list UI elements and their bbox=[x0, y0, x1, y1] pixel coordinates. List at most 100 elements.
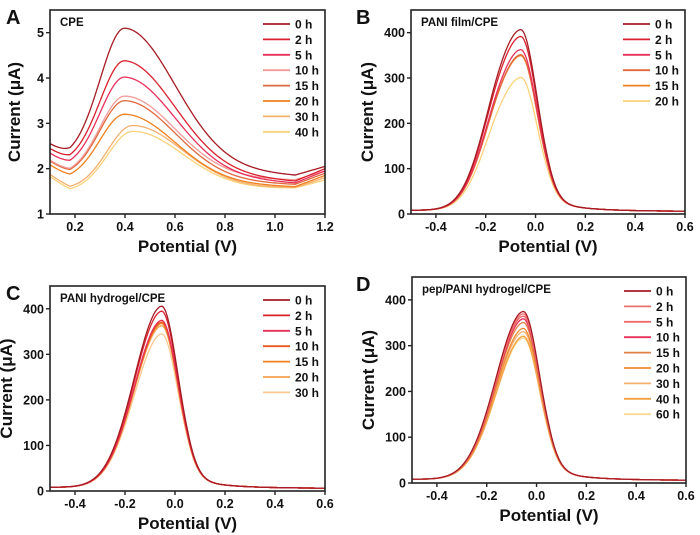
panel-title: CPE bbox=[60, 17, 84, 29]
legend-label: 15 h bbox=[656, 346, 680, 360]
legend-label: 2 h bbox=[655, 33, 672, 47]
legend-item: 2 h bbox=[263, 309, 312, 323]
legend-item: 2 h bbox=[623, 33, 672, 47]
y-tick-label: 200 bbox=[385, 385, 406, 399]
legend-item: 5 h bbox=[624, 315, 673, 329]
series-line-60h bbox=[412, 337, 686, 481]
y-tick-label: 1 bbox=[37, 208, 44, 222]
series-line-2h bbox=[411, 35, 685, 212]
legend-item: 5 h bbox=[263, 48, 312, 62]
x-tick-label: 0.0 bbox=[527, 220, 544, 234]
legend-label: 2 h bbox=[295, 309, 312, 323]
y-tick-label: 300 bbox=[385, 339, 406, 353]
panel-letter: B bbox=[356, 7, 370, 29]
x-tick-label: -0.4 bbox=[64, 497, 86, 511]
series-line-2h bbox=[50, 310, 325, 489]
legend-item: 0 h bbox=[263, 18, 312, 32]
x-tick-label: 0.6 bbox=[166, 220, 183, 234]
y-tick-label: 400 bbox=[384, 26, 405, 40]
legend-item: 0 h bbox=[624, 285, 673, 299]
legend-item: 2 h bbox=[263, 33, 312, 47]
legend-label: 15 h bbox=[295, 355, 319, 369]
series-line-20h bbox=[412, 327, 686, 481]
series-line-10h bbox=[411, 54, 685, 212]
y-axis-title: Current (μA) bbox=[5, 62, 24, 162]
legend-item: 15 h bbox=[263, 355, 319, 369]
legend-label: 15 h bbox=[655, 79, 679, 93]
panel-letter: A bbox=[6, 7, 20, 29]
legend-item: 15 h bbox=[624, 346, 680, 360]
series-group bbox=[412, 310, 686, 481]
x-tick-label: 0.0 bbox=[166, 497, 183, 511]
legend-item: 30 h bbox=[263, 386, 319, 400]
y-tick-label: 0 bbox=[399, 477, 406, 491]
series-line-20h bbox=[411, 76, 685, 212]
y-tick-label: 200 bbox=[384, 117, 405, 131]
y-axis-title: Current (μA) bbox=[0, 338, 16, 438]
legend-label: 0 h bbox=[655, 18, 672, 32]
legend-item: 10 h bbox=[623, 64, 679, 78]
x-tick-label: 0.2 bbox=[216, 497, 233, 511]
legend-item: 30 h bbox=[263, 110, 319, 124]
panel-title: PANI hydrogel/CPE bbox=[60, 293, 166, 305]
series-line-0h bbox=[412, 310, 686, 481]
panel-letter: D bbox=[356, 274, 370, 296]
legend-item: 15 h bbox=[263, 79, 319, 93]
x-tick-label: -0.2 bbox=[475, 220, 497, 234]
y-tick-label: 0 bbox=[37, 485, 44, 499]
legend-label: 20 h bbox=[655, 95, 679, 109]
series-line-20h bbox=[50, 325, 325, 489]
x-tick-label: 0.2 bbox=[66, 220, 83, 234]
series-line-15h bbox=[411, 54, 685, 212]
panel-c: -0.4 -0.2 0.0 0.2 0.4 0.6 0 100 200 300 400 Potenti… bbox=[0, 283, 334, 533]
legend: 0 h2 h5 h 10 h15 h 20 h30 h40 h bbox=[263, 18, 319, 139]
y-tick-label: 5 bbox=[37, 26, 44, 40]
y-tick-label: 100 bbox=[23, 439, 44, 453]
legend-label: 5 h bbox=[295, 48, 312, 62]
y-tick-label: 100 bbox=[384, 162, 405, 176]
series-line-5h bbox=[50, 76, 325, 184]
legend-label: 40 h bbox=[656, 392, 680, 406]
legend-label: 5 h bbox=[655, 48, 672, 62]
legend-item: 15 h bbox=[623, 79, 679, 93]
legend-item: 40 h bbox=[263, 125, 319, 139]
x-tick-label: 0.2 bbox=[578, 489, 595, 503]
series-line-15h bbox=[50, 322, 325, 489]
legend-label: 0 h bbox=[295, 294, 312, 308]
panel-letter: C bbox=[6, 283, 20, 305]
panel-d: -0.4 -0.2 0.0 0.2 0.4 0.6 0 100 200 300 400 Potenti… bbox=[356, 274, 695, 525]
legend-label: 60 h bbox=[656, 408, 680, 422]
series-line-20h bbox=[50, 113, 325, 188]
x-tick-label: -0.2 bbox=[476, 489, 498, 503]
series-line-0h bbox=[50, 27, 325, 176]
legend-item: 20 h bbox=[624, 362, 680, 376]
legend-item: 20 h bbox=[263, 95, 319, 109]
plot-frame bbox=[410, 9, 686, 215]
x-tick-label: 0.4 bbox=[266, 497, 283, 511]
y-tick-label: 300 bbox=[384, 72, 405, 86]
x-tick-label: 0.6 bbox=[316, 497, 333, 511]
x-axis-title: Potential (V) bbox=[138, 237, 237, 256]
x-axis-title: Potential (V) bbox=[499, 506, 598, 525]
legend-item: 10 h bbox=[263, 64, 319, 78]
series-line-0h bbox=[411, 28, 685, 212]
series-line-30h bbox=[412, 330, 686, 481]
panel-title: pep/PANI hydrogel/CPE bbox=[422, 284, 551, 296]
legend-label: 10 h bbox=[656, 331, 680, 345]
series-line-2h bbox=[50, 60, 325, 182]
legend-label: 2 h bbox=[656, 300, 673, 314]
legend-label: 5 h bbox=[295, 324, 312, 338]
x-tick-label: 0.0 bbox=[528, 489, 545, 503]
panel-b: -0.4 -0.2 0.0 0.2 0.4 0.6 0 100 200 300 400 Potenti… bbox=[356, 7, 694, 256]
series-line-40h bbox=[412, 335, 686, 481]
legend: 0 h2 h5 h 10 h15 h 20 h30 h40 h 60 h bbox=[624, 285, 680, 422]
legend: 0 h2 h5 h 10 h15 h 20 h bbox=[623, 18, 679, 109]
y-tick-label: 3 bbox=[37, 117, 44, 131]
legend-item: 20 h bbox=[623, 95, 679, 109]
x-tick-label: 0.6 bbox=[676, 220, 693, 234]
x-tick-label: 0.6 bbox=[677, 489, 694, 503]
plot-frame bbox=[411, 276, 687, 484]
legend-item: 5 h bbox=[623, 48, 672, 62]
series-line-10h bbox=[50, 95, 325, 181]
legend-item: 40 h bbox=[624, 392, 680, 406]
